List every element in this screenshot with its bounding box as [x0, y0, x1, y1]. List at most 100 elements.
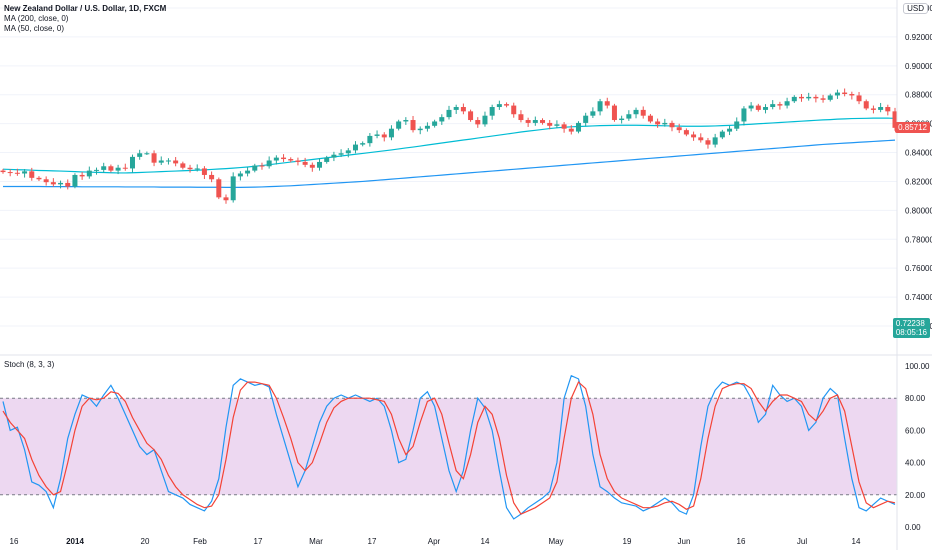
candle-body — [410, 120, 416, 131]
candle-body — [259, 165, 265, 167]
candle-body — [554, 124, 560, 126]
candle-body — [532, 120, 538, 123]
candle-body — [806, 96, 812, 99]
time-tick-label: May — [548, 537, 563, 546]
candle-body — [36, 177, 42, 180]
price-tick-label: 0.80000 — [905, 206, 932, 215]
last-price-value: 0.85712 — [898, 123, 927, 132]
time-tick-label: Jun — [678, 537, 691, 546]
candle-body — [7, 172, 13, 174]
candle-body — [611, 105, 617, 121]
symbol-title[interactable]: New Zealand Dollar / U.S. Dollar, 1D, FX… — [4, 4, 167, 13]
stoch-axis: 100.00 80.00 60.00 40.00 20.00 0.00 — [905, 362, 930, 532]
candle-body — [187, 167, 193, 170]
candle-body — [849, 94, 855, 96]
candle-body — [655, 121, 661, 125]
candle-body — [798, 96, 804, 99]
legend: New Zealand Dollar / U.S. Dollar, 1D, FX… — [4, 4, 166, 34]
candle-body — [705, 140, 711, 145]
stoch-tick-label: 60.00 — [905, 426, 926, 435]
cursor-price-tag: 0.72238 08:05:16 — [892, 318, 930, 338]
candle-body — [295, 160, 301, 162]
price-tick-label: 0.82000 — [905, 177, 932, 186]
stoch-band-fill — [0, 398, 897, 495]
candle-body — [129, 156, 135, 169]
price-tick-label: 0.76000 — [905, 264, 932, 273]
candle-body — [216, 179, 222, 198]
candle-body — [173, 160, 179, 164]
candle-body — [144, 153, 150, 155]
candle-body — [432, 121, 438, 126]
candle-body — [691, 134, 697, 138]
candle-body — [331, 154, 337, 158]
candle-body — [741, 108, 747, 122]
ma50-line — [2, 117, 896, 174]
stoch-tick-label: 20.00 — [905, 491, 926, 500]
candle-body — [302, 161, 308, 165]
candle-body — [712, 137, 718, 145]
currency-button[interactable]: USD — [903, 3, 928, 14]
candle-body — [345, 150, 351, 154]
candle-body — [619, 118, 625, 121]
candle-body — [863, 101, 869, 109]
price-tick-label: 0.78000 — [905, 235, 932, 244]
time-tick-label: 17 — [254, 537, 263, 546]
ma50-label[interactable]: MA (50, close, 0) — [4, 24, 65, 33]
candle-body — [0, 170, 6, 173]
candle-body — [568, 128, 574, 132]
candle-body — [813, 96, 819, 99]
candle-body — [367, 135, 373, 144]
candle-body — [597, 101, 603, 112]
candle-body — [281, 157, 287, 160]
stoch-tick-label: 80.00 — [905, 394, 926, 403]
cursor-time-value: 08:05:16 — [895, 328, 927, 337]
candle-body — [230, 176, 236, 201]
candle-body — [719, 131, 725, 138]
candle-body — [561, 124, 567, 129]
time-tick-label: 19 — [623, 537, 632, 546]
stoch-d-line — [2, 381, 896, 515]
candle-body — [122, 167, 128, 169]
candle-body — [590, 111, 596, 116]
candle-body — [137, 153, 143, 157]
candle-body — [604, 101, 610, 106]
candle-body — [309, 164, 315, 168]
candle-body — [763, 107, 769, 110]
candle-body — [237, 173, 243, 177]
candle-body — [29, 171, 35, 178]
candle-body — [518, 114, 524, 121]
candle-body — [755, 105, 761, 110]
stoch-tick-label: 0.00 — [905, 523, 921, 532]
price-axis[interactable]: 0.940000.920000.900000.880000.860000.840… — [905, 4, 932, 331]
candle-body — [417, 128, 423, 131]
stoch-legend: Stoch (8, 3, 3) — [4, 360, 54, 370]
candle-body — [540, 120, 546, 123]
candle-body — [324, 157, 330, 162]
candle-body — [547, 122, 553, 126]
candle-body — [209, 174, 215, 180]
candle-body — [388, 128, 394, 138]
candlestick-series — [0, 88, 898, 204]
candle-body — [856, 95, 862, 102]
time-axis[interactable]: 16 2014 20 Feb 17 Mar 17 Apr 14 May 19 Jun 16 Jul 14 — [10, 537, 861, 546]
candle-body — [640, 109, 646, 116]
candle-body — [583, 115, 589, 123]
time-tick-label: Jul — [797, 537, 807, 546]
candle-body — [58, 182, 64, 185]
stoch-label[interactable]: Stoch (8, 3, 3) — [4, 360, 55, 369]
candle-body — [194, 168, 200, 170]
candle-body — [878, 107, 884, 110]
candle-body — [633, 109, 639, 115]
price-tick-label: 0.92000 — [905, 33, 932, 42]
ma200-label[interactable]: MA (200, close, 0) — [4, 14, 69, 23]
candle-body — [475, 120, 481, 125]
candle-body — [65, 182, 71, 187]
candle-body — [50, 182, 56, 185]
candle-body — [374, 134, 380, 136]
candle-body — [496, 104, 502, 108]
candle-body — [165, 160, 171, 162]
time-tick-label: 16 — [10, 537, 19, 546]
price-tick-label: 0.88000 — [905, 91, 932, 100]
time-tick-label: 17 — [368, 537, 377, 546]
